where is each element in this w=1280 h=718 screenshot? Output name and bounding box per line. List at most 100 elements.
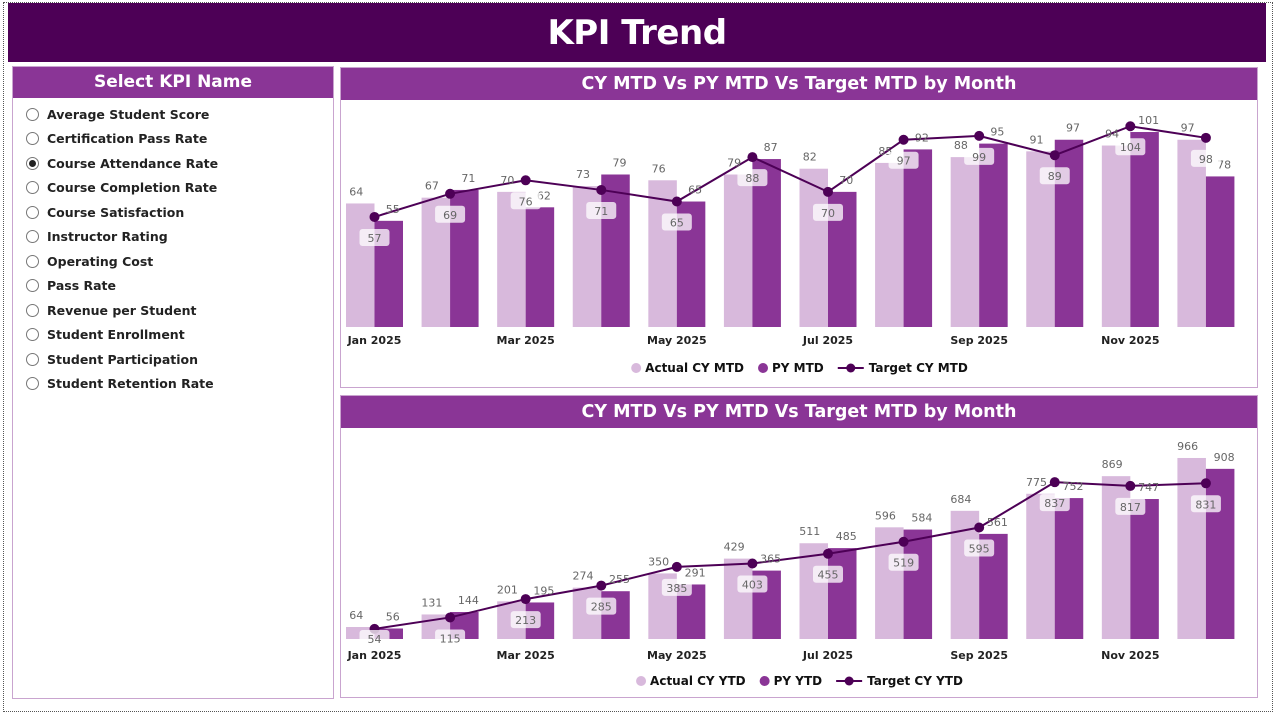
target-point: [369, 211, 380, 222]
kpi-option[interactable]: Instructor Rating: [26, 225, 333, 250]
ytd-chart: CY MTD Vs PY MTD Vs Target MTD by Month …: [340, 395, 1258, 698]
data-label-target-box: [661, 213, 692, 231]
target-point: [445, 188, 456, 199]
data-label-actual: 88: [954, 139, 968, 152]
kpi-option[interactable]: Operating Cost: [26, 249, 333, 274]
data-label-target: 115: [440, 632, 461, 645]
data-label-target: 831: [1195, 498, 1216, 511]
data-label-target: 88: [745, 172, 759, 185]
legend-py-icon: [759, 676, 770, 686]
bar-actual: [723, 558, 753, 639]
legend-target-label: Target CY YTD: [867, 674, 963, 688]
bar-actual: [950, 157, 980, 327]
bar-actual: [346, 203, 375, 327]
data-label-py: 561: [987, 516, 1008, 529]
x-tick-label: Sep 2025: [950, 649, 1008, 662]
data-label-actual: 70: [500, 174, 514, 187]
target-point: [747, 558, 758, 569]
data-label-target: 76: [519, 195, 533, 208]
bar-py: [1130, 499, 1159, 639]
legend-actual-icon: [631, 363, 642, 373]
x-tick-label: Mar 2025: [497, 649, 555, 662]
data-label-actual: 97: [1181, 122, 1195, 135]
data-label-target-box: [586, 597, 617, 615]
bar-py: [601, 174, 630, 327]
x-tick-label: Nov 2025: [1101, 334, 1159, 347]
radio-icon[interactable]: [26, 205, 39, 219]
kpi-option[interactable]: Revenue per Student: [26, 298, 333, 323]
target-point: [974, 522, 985, 533]
data-label-target: 455: [818, 569, 839, 582]
chart-title: CY MTD Vs PY MTD Vs Target MTD by Month: [341, 68, 1257, 100]
data-label-target: 97: [897, 155, 911, 168]
data-label-py: 255: [609, 573, 630, 586]
kpi-option[interactable]: Average Student Score: [26, 102, 333, 127]
target-point: [1049, 150, 1060, 161]
slicer-title: Select KPI Name: [13, 67, 333, 98]
target-point: [671, 196, 682, 207]
data-label-actual: 350: [648, 555, 669, 568]
radio-icon[interactable]: [26, 181, 39, 195]
bar-actual: [799, 543, 828, 639]
bar-actual: [1177, 457, 1206, 639]
x-tick-label: Mar 2025: [497, 334, 555, 347]
data-label-target: 385: [666, 582, 687, 595]
data-label-target: 98: [1199, 153, 1213, 166]
target-point: [747, 152, 758, 163]
kpi-option[interactable]: Student Enrollment: [26, 323, 333, 348]
legend-target-label: Target CY MTD: [869, 361, 968, 375]
page-header: KPI Trend: [8, 3, 1266, 62]
legend-target-icon: [846, 363, 856, 373]
target-point: [898, 134, 909, 145]
bar-actual: [1026, 493, 1055, 639]
kpi-slicer: Select KPI Name Average Student Score Cer…: [12, 66, 334, 699]
radio-icon[interactable]: [26, 279, 39, 293]
data-label-target: 54: [368, 633, 382, 646]
radio-icon[interactable]: [26, 254, 39, 268]
radio-icon[interactable]: [26, 303, 39, 317]
data-label-target-box: [510, 192, 541, 210]
radio-icon[interactable]: [26, 328, 39, 342]
kpi-option[interactable]: Certification Pass Rate: [26, 127, 333, 152]
kpi-option[interactable]: Pass Rate: [26, 274, 333, 299]
radio-selected-icon[interactable]: [26, 156, 39, 170]
radio-icon[interactable]: [26, 352, 39, 366]
kpi-option-label: Revenue per Student: [47, 302, 197, 318]
radio-icon[interactable]: [26, 377, 39, 391]
data-label-target: 89: [1048, 170, 1062, 183]
bar-actual: [497, 191, 526, 327]
bar-py: [828, 548, 857, 639]
data-label-target: 403: [742, 578, 763, 591]
data-label-target: 817: [1120, 501, 1141, 514]
data-label-target-box: [1039, 167, 1070, 185]
data-label-actual: 82: [803, 151, 817, 164]
data-label-actual: 596: [875, 509, 896, 522]
bar-py: [1054, 498, 1084, 639]
kpi-option[interactable]: Student Retention Rate: [26, 372, 333, 397]
data-label-py: 365: [760, 553, 781, 566]
kpi-option[interactable]: Course Satisfaction: [26, 200, 333, 225]
bar-actual: [723, 174, 753, 327]
data-label-target: 71: [594, 205, 608, 218]
canvas-frame: [3, 2, 1273, 712]
data-label-py: 71: [461, 172, 475, 185]
radio-icon[interactable]: [26, 132, 39, 146]
data-label-target: 99: [972, 151, 986, 164]
x-tick-label: May 2025: [647, 649, 707, 662]
kpi-option[interactable]: Course Completion Rate: [26, 176, 333, 201]
legend-py-icon: [758, 363, 769, 373]
x-tick-label: Jul 2025: [802, 334, 853, 347]
legend-py-label: PY MTD: [772, 361, 824, 375]
bar-actual: [875, 162, 904, 327]
data-label-target: 70: [821, 207, 835, 220]
data-label-target: 837: [1044, 497, 1065, 510]
bar-actual: [799, 168, 828, 327]
kpi-option[interactable]: Student Participation: [26, 347, 333, 372]
bar-py: [1205, 176, 1235, 327]
data-label-py: 485: [836, 530, 857, 543]
data-label-target: 104: [1120, 141, 1141, 154]
radio-icon[interactable]: [26, 107, 39, 121]
kpi-option[interactable]: Course Attendance Rate: [26, 151, 333, 176]
radio-icon[interactable]: [26, 230, 39, 244]
kpi-option-label: Student Enrollment: [47, 327, 185, 343]
